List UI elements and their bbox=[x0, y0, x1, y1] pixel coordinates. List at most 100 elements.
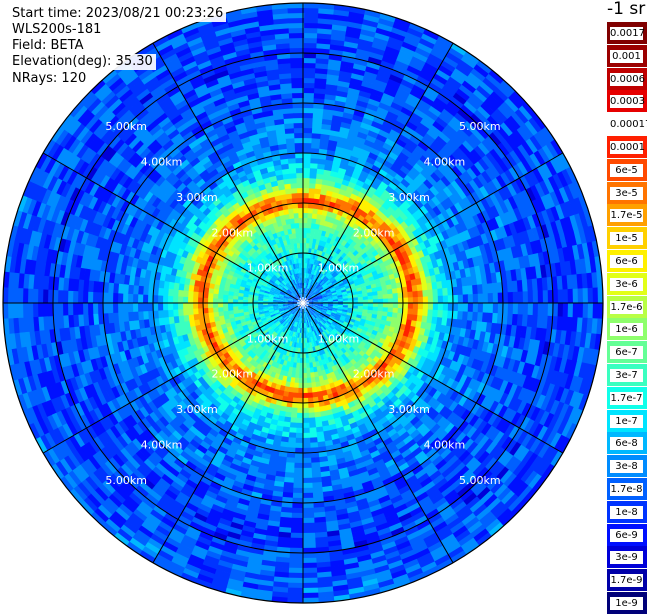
range-gate-cell bbox=[303, 198, 309, 204]
range-gate-cell bbox=[463, 303, 469, 312]
range-gate-cell bbox=[583, 288, 589, 304]
range-gate-cell bbox=[593, 288, 599, 305]
range-gate-cell bbox=[309, 188, 316, 194]
range-gate-cell bbox=[291, 503, 303, 509]
range-gate-cell bbox=[302, 538, 316, 544]
range-gate-cell bbox=[303, 78, 316, 84]
range-gate-cell bbox=[291, 518, 303, 524]
range-gate-cell bbox=[393, 303, 399, 308]
range-gate-cell bbox=[303, 233, 307, 239]
range-gate-cell bbox=[292, 493, 303, 499]
range-gate-cell bbox=[306, 358, 310, 364]
range-gate-cell bbox=[463, 294, 469, 303]
range-gate-cell bbox=[518, 303, 524, 315]
range-gate-cell bbox=[303, 23, 319, 29]
range-gate-cell bbox=[302, 578, 318, 584]
range-gate-cell bbox=[433, 303, 439, 311]
range-gate-cell bbox=[388, 303, 394, 308]
range-gate-cell bbox=[518, 292, 524, 304]
range-gate-cell bbox=[493, 303, 499, 314]
range-gate-cell bbox=[302, 468, 312, 474]
range-gate-cell bbox=[297, 403, 303, 409]
range-gate-cell bbox=[302, 528, 315, 534]
range-gate-cell bbox=[288, 563, 303, 569]
range-gate-cell bbox=[438, 303, 444, 311]
range-gate-cell bbox=[378, 303, 384, 308]
range-gate-cell bbox=[290, 523, 303, 529]
range-gate-cell bbox=[298, 388, 303, 394]
range-gate-cell bbox=[407, 292, 413, 298]
range-gate-cell bbox=[558, 303, 564, 318]
range-gate-cell bbox=[593, 303, 599, 320]
range-gate-cell bbox=[302, 463, 311, 469]
range-gate-cell bbox=[458, 303, 464, 312]
range-gate-cell bbox=[299, 378, 304, 384]
range-gate-cell bbox=[302, 543, 316, 549]
range-gate-cell bbox=[443, 295, 449, 303]
range-gate-cell bbox=[503, 292, 509, 304]
range-gate-cell bbox=[433, 296, 439, 304]
range-gate-cell bbox=[483, 303, 489, 313]
range-gate-cell bbox=[383, 294, 389, 299]
range-gate-cell bbox=[523, 291, 529, 304]
range-gate-cell bbox=[568, 303, 574, 318]
range-gate-cell bbox=[443, 303, 449, 311]
range-gate-cell bbox=[303, 208, 308, 214]
range-gate-cell bbox=[290, 417, 297, 423]
range-gate-cell bbox=[303, 118, 313, 124]
range-gate-cell bbox=[458, 295, 464, 304]
range-gate-cell bbox=[302, 568, 317, 574]
range-gate-cell bbox=[412, 291, 418, 298]
range-gate-cell bbox=[303, 163, 311, 169]
range-gate-cell bbox=[294, 463, 303, 469]
range-gate-cell bbox=[553, 290, 559, 304]
range-gate-cell bbox=[291, 412, 298, 418]
range-gate-cell bbox=[308, 403, 314, 409]
range-gate-cell bbox=[468, 303, 474, 313]
range-gate-cell bbox=[303, 108, 314, 114]
range-gate-cell bbox=[302, 488, 313, 494]
range-gate-cell bbox=[303, 178, 310, 184]
range-gate-cell bbox=[303, 193, 309, 199]
range-gate-cell bbox=[288, 568, 303, 574]
range-gate-cell bbox=[295, 438, 303, 444]
range-gate-cell bbox=[473, 294, 479, 304]
range-gate-cell bbox=[438, 296, 444, 304]
range-gate-cell bbox=[306, 368, 310, 374]
range-gate-cell bbox=[306, 373, 311, 379]
range-gate-cell bbox=[303, 168, 311, 174]
range-gate-cell bbox=[528, 291, 534, 304]
range-gate-cell bbox=[303, 123, 313, 129]
range-gate-cell bbox=[303, 243, 306, 249]
range-gate-cell bbox=[578, 303, 584, 319]
range-gate-cell bbox=[296, 423, 303, 429]
range-gate-cell bbox=[293, 478, 303, 484]
range-gate-cell bbox=[488, 293, 494, 304]
range-gate-cell bbox=[393, 293, 399, 299]
range-gate-cell bbox=[568, 289, 574, 304]
range-gate-cell bbox=[306, 363, 310, 369]
range-gate-cell bbox=[300, 358, 303, 364]
range-gate-cell bbox=[588, 288, 594, 304]
range-gate-cell bbox=[302, 453, 311, 459]
range-gate-cell bbox=[303, 98, 315, 104]
range-gate-cell bbox=[453, 295, 459, 304]
range-gate-cell bbox=[303, 238, 307, 244]
range-gate-cell bbox=[294, 458, 303, 464]
range-gate-cell bbox=[478, 303, 484, 313]
range-gate-cell bbox=[403, 303, 409, 309]
range-gate-cell bbox=[302, 518, 314, 524]
range-gate-cell bbox=[303, 63, 317, 69]
range-gate-cell bbox=[297, 413, 304, 419]
range-gate-cell bbox=[538, 303, 544, 317]
range-gate-cell bbox=[478, 294, 484, 304]
range-gate-cell bbox=[288, 558, 303, 564]
range-gate-cell bbox=[309, 427, 317, 433]
range-gate-cell bbox=[303, 33, 318, 39]
range-gate-cell bbox=[302, 508, 314, 514]
range-gate-cell bbox=[287, 578, 303, 584]
range-gate-cell bbox=[303, 93, 315, 99]
range-gate-cell bbox=[290, 533, 303, 539]
range-gate-cell bbox=[423, 303, 429, 310]
range-gate-cell bbox=[286, 593, 303, 599]
